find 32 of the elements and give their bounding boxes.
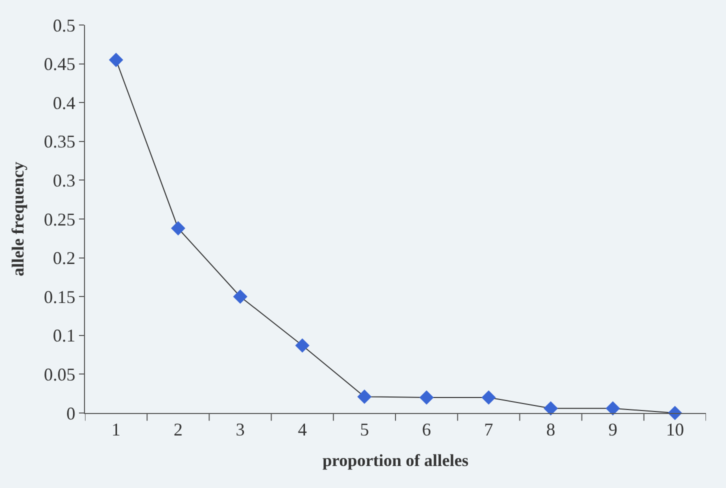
y-tick-label: 0.4 bbox=[52, 92, 76, 113]
y-tick-label: 0.45 bbox=[44, 54, 76, 74]
x-tick-label: 7 bbox=[484, 420, 494, 440]
y-tick-label: 0.1 bbox=[52, 326, 76, 346]
y-tick-label: 0 bbox=[66, 403, 76, 424]
y-axis-title: allele frequency bbox=[8, 161, 28, 276]
y-tick-label: 0.05 bbox=[44, 364, 76, 384]
point bbox=[295, 338, 310, 353]
point bbox=[171, 221, 186, 236]
point bbox=[482, 390, 496, 405]
x-tick-label: 6 bbox=[422, 420, 432, 440]
x-tick-label: 5 bbox=[360, 420, 369, 440]
y-tick-label: 0.35 bbox=[44, 132, 76, 152]
point bbox=[544, 401, 558, 416]
x-tick-label: 4 bbox=[298, 420, 307, 440]
x-axis-title: proportion of alleles bbox=[322, 451, 469, 470]
x-tick-label: 1 bbox=[112, 420, 121, 440]
point bbox=[606, 401, 620, 416]
y-tick-label: 0.15 bbox=[44, 286, 76, 307]
point bbox=[233, 289, 248, 304]
y-tick-label: 0.3 bbox=[52, 170, 76, 190]
y-tick-label: 0.25 bbox=[44, 209, 76, 230]
x-tick-label: 8 bbox=[546, 420, 556, 440]
x-tick-label: 10 bbox=[666, 420, 684, 440]
x-tick-label: 3 bbox=[236, 420, 245, 440]
y-tick-label: 0.2 bbox=[52, 248, 76, 268]
x-tick-label: 9 bbox=[608, 420, 618, 440]
point bbox=[357, 390, 372, 404]
point bbox=[419, 390, 434, 405]
y-tick-label: 0.5 bbox=[52, 15, 76, 36]
x-tick-label: 2 bbox=[174, 420, 183, 440]
point bbox=[108, 52, 124, 68]
